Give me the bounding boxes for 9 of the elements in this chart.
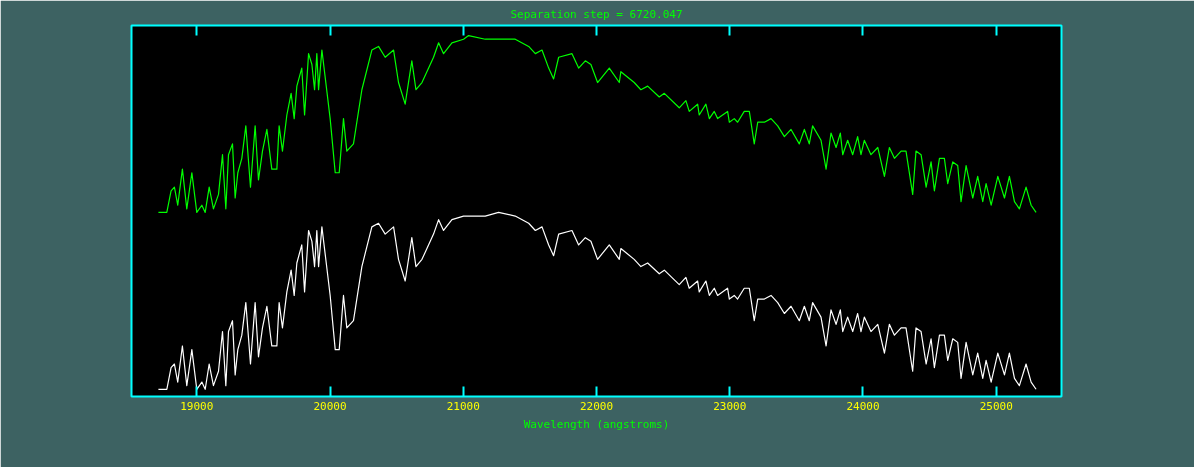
x-tick-label: 22000	[579, 399, 614, 413]
x-tick-label: 20000	[313, 399, 347, 413]
chart-title: Separation step = 6720.047	[510, 7, 683, 21]
x-axis-title: Wavelength (angstroms)	[523, 417, 670, 431]
x-tick-label: 25000	[979, 399, 1013, 413]
x-tick-label: 23000	[713, 399, 747, 413]
x-tick-label: 24000	[846, 399, 880, 413]
x-tick-label: 19000	[180, 399, 214, 413]
x-tick-label: 21000	[446, 399, 480, 413]
